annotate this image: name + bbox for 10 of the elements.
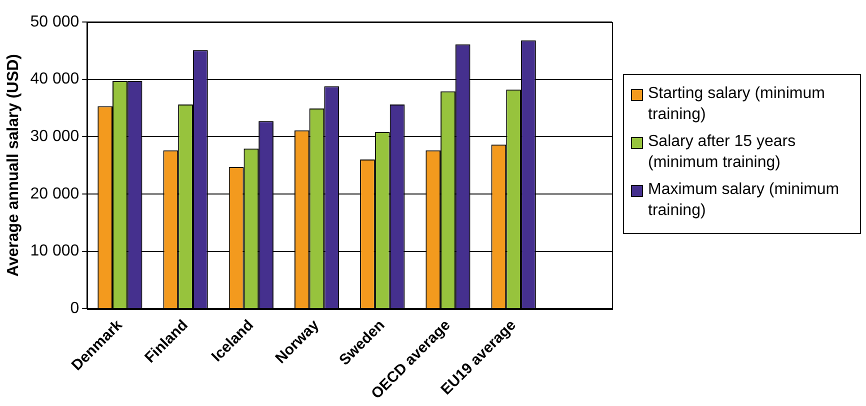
- y-tick-label: 30 000: [30, 128, 80, 146]
- y-tick-label: 40 000: [30, 70, 80, 88]
- legend-label: Maximum salary (minimum training): [648, 180, 840, 221]
- y-tick-label: 0: [70, 300, 80, 317]
- legend-label: Starting salary (minimum training): [648, 84, 826, 125]
- y-axis-title: Average annuall salary (USD): [5, 54, 22, 277]
- legend-label: Salary after 15 years (minimum training): [648, 132, 797, 173]
- y-tick-label: 50 000: [30, 13, 80, 30]
- y-tick-label: 10 000: [30, 242, 80, 260]
- y-tick-label: 20 000: [30, 185, 80, 202]
